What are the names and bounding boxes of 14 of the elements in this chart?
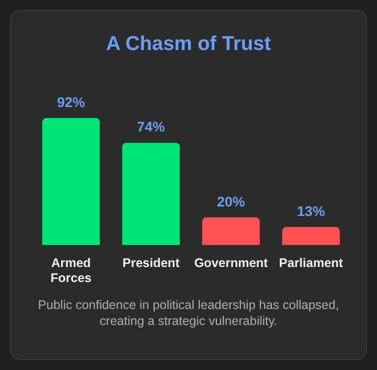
x-tick-label: President xyxy=(122,256,180,270)
data-label: 74% xyxy=(136,118,166,135)
data-label: 92% xyxy=(56,94,86,110)
x-tick-label: Government xyxy=(194,256,269,270)
bar xyxy=(122,142,180,245)
x-tick-label: Armed Forces xyxy=(50,256,92,285)
bar xyxy=(282,227,340,245)
bar xyxy=(202,217,260,245)
x-tick-label: Parliament xyxy=(279,256,344,270)
chart-title: A Chasm of Trust xyxy=(105,33,272,56)
data-label: 20% xyxy=(216,193,246,210)
bar xyxy=(42,118,100,245)
data-label: 13% xyxy=(296,202,326,219)
text: Public confidence in political leadership has collapsed, creating a strategic vulnerability. xyxy=(37,297,340,329)
